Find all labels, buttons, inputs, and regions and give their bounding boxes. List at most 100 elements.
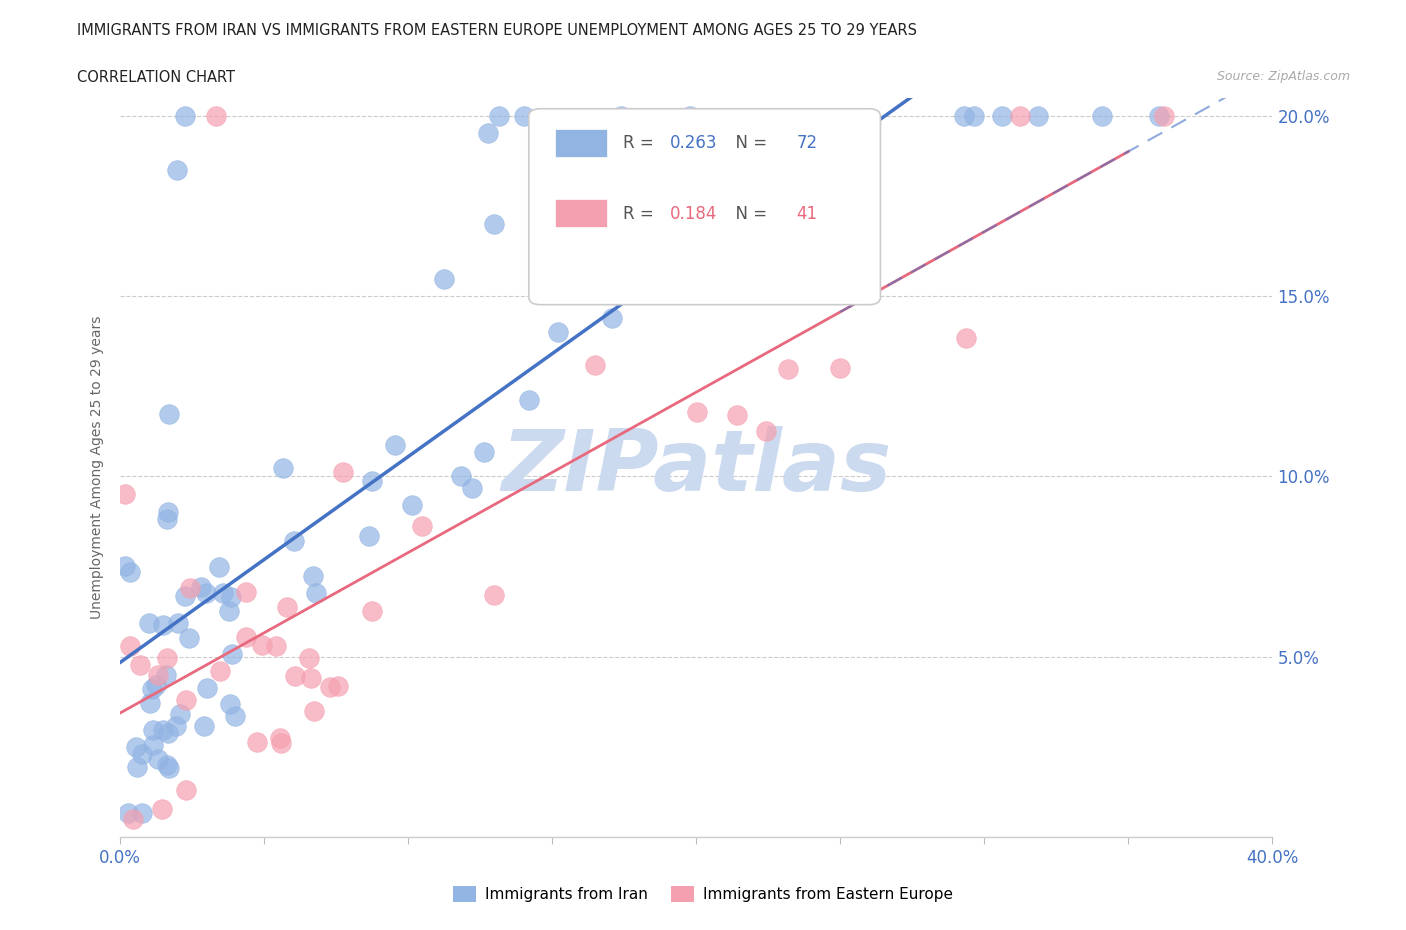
Point [513,108,536,123]
Point [801,117,824,132]
Point [1153,108,1175,123]
Point [991,108,1014,123]
Point [360,604,382,618]
Point [148,751,170,766]
Point [1010,108,1032,123]
Text: 41: 41 [796,205,817,222]
Text: ZIPatlas: ZIPatlas [501,426,891,509]
Text: Source: ZipAtlas.com: Source: ZipAtlas.com [1216,70,1350,83]
Point [195,680,218,695]
Point [156,758,179,773]
Point [152,723,174,737]
Point [120,565,142,579]
Point [138,616,160,631]
Text: N =: N = [725,135,772,153]
Point [141,682,163,697]
Text: 0.184: 0.184 [669,205,717,222]
Point [157,761,180,776]
Point [332,465,354,480]
Point [547,325,569,339]
Point [283,533,305,548]
Point [190,579,212,594]
FancyBboxPatch shape [555,128,607,157]
Point [156,650,179,665]
Point [778,362,800,377]
Point [204,108,226,123]
Point [142,723,165,737]
Point [955,330,977,345]
Point [117,805,139,820]
Point [193,719,215,734]
Point [194,586,217,601]
Point [361,474,384,489]
Point [472,445,495,459]
Point [1091,108,1114,123]
Point [235,585,257,600]
Point [208,560,231,575]
Point [166,163,188,178]
Point [716,115,738,130]
Point [131,747,153,762]
Point [159,406,181,421]
Point [122,812,145,827]
Point [169,707,191,722]
Point [450,469,472,484]
Point [276,600,298,615]
Point [174,782,197,797]
Text: 0.263: 0.263 [669,135,717,153]
Point [828,361,851,376]
Point [250,638,273,653]
Point [125,740,148,755]
Point [177,631,200,645]
Point [269,731,291,746]
Point [384,438,406,453]
Point [114,558,136,573]
Point [681,250,703,265]
Point [1147,108,1170,123]
Point [461,481,484,496]
Point [433,272,456,286]
Point [235,630,257,644]
Point [221,647,243,662]
Point [401,498,423,513]
Text: CORRELATION CHART: CORRELATION CHART [77,70,235,85]
Point [145,677,167,692]
Point [284,669,307,684]
Point [302,568,325,583]
Point [156,504,179,519]
Point [167,615,190,630]
Point [319,679,342,694]
Point [631,124,654,139]
Point [152,618,174,632]
Point [484,217,506,232]
Point [125,760,148,775]
Point [302,704,325,719]
Legend: Immigrants from Iran, Immigrants from Eastern Europe: Immigrants from Iran, Immigrants from Ea… [447,880,959,909]
Point [583,358,606,373]
Text: R =: R = [623,135,659,153]
Point [246,734,269,749]
Point [211,585,233,600]
Point [610,108,633,123]
Point [224,709,246,724]
Point [1026,108,1049,123]
Point [131,805,153,820]
FancyBboxPatch shape [529,109,880,305]
Point [963,108,986,123]
Point [218,604,240,618]
Point [298,650,321,665]
Point [138,696,160,711]
Point [725,407,748,422]
Point [600,311,623,325]
Point [118,639,141,654]
FancyBboxPatch shape [555,199,607,227]
Point [271,460,294,475]
Point [264,639,287,654]
Point [477,126,499,140]
Point [141,737,163,752]
Point [270,736,292,751]
Point [299,671,322,685]
Point [148,668,170,683]
Point [679,108,702,123]
Point [305,586,328,601]
